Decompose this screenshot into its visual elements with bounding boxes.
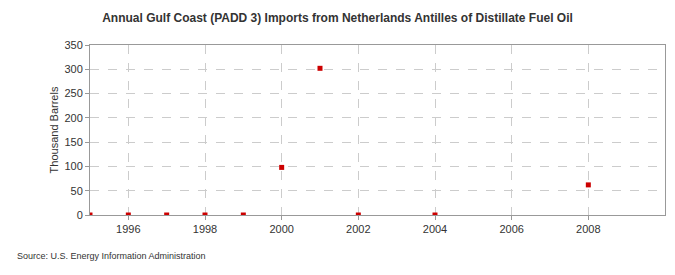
- svg-text:2002: 2002: [346, 223, 370, 235]
- svg-text:Annual Gulf Coast (PADD 3) Imp: Annual Gulf Coast (PADD 3) Imports from …: [102, 11, 573, 25]
- svg-text:1998: 1998: [193, 223, 217, 235]
- svg-text:300: 300: [64, 63, 82, 75]
- svg-text:100: 100: [64, 160, 82, 172]
- svg-text:2008: 2008: [576, 223, 600, 235]
- svg-text:0: 0: [77, 209, 83, 221]
- svg-text:150: 150: [64, 136, 82, 148]
- svg-text:Source: U.S. Energy Informatio: Source: U.S. Energy Information Administ…: [17, 251, 206, 261]
- svg-text:2004: 2004: [423, 223, 447, 235]
- svg-text:1996: 1996: [116, 223, 140, 235]
- svg-text:200: 200: [64, 112, 82, 124]
- svg-text:250: 250: [64, 87, 82, 99]
- svg-text:2006: 2006: [499, 223, 523, 235]
- svg-text:50: 50: [71, 185, 83, 197]
- svg-text:2000: 2000: [269, 223, 293, 235]
- svg-text:Thousand Barrels: Thousand Barrels: [48, 86, 60, 173]
- svg-text:350: 350: [64, 39, 82, 51]
